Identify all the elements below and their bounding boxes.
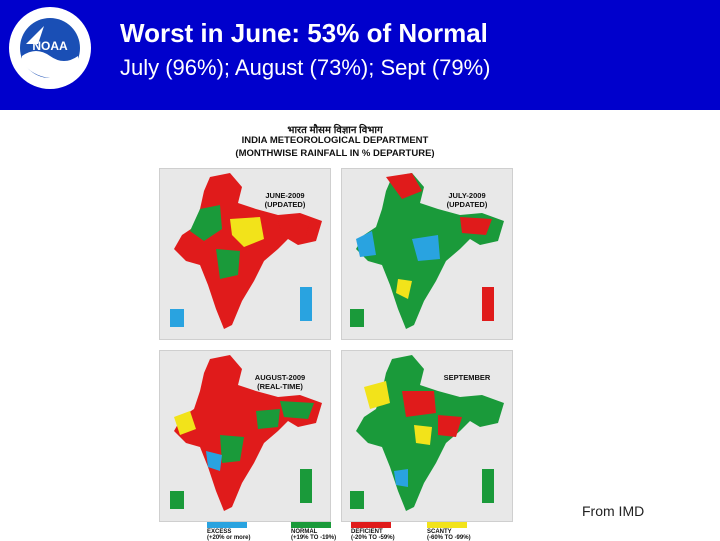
legend-deficient: DEFICIENT (-20% TO -59%) [351,522,395,541]
legend-range-deficient: (-20% TO -59%) [351,535,395,541]
legend-scanty: SCANTY (-60% TO -99%) [427,522,471,541]
figure-caption: (MONTHWISE RAINFALL IN % DEPARTURE) [235,148,435,159]
map-panel-september: SEPTEMBER [341,350,513,522]
noaa-logo: NOAA [9,7,91,89]
legend-range-scanty: (-60% TO -99%) [427,535,471,541]
panel-sub-june: (UPDATED) [264,200,306,209]
legend-normal: NORMAL (+19% TO -19%) [291,522,336,541]
panel-label-august: AUGUST-2009 [254,373,306,382]
panel-sub-august: (REAL-TIME) [257,382,303,391]
logo-text: NOAA [32,39,68,53]
legend-label-scanty: SCANTY [427,529,452,535]
department-title: INDIA METEOROLOGICAL DEPARTMENT (MONTHWI… [155,134,515,160]
panel-label-june: JUNE-2009 [265,191,305,200]
legend-swatch-scanty [427,522,467,528]
slide-subtitle: July (96%); August (73%); Sept (79%) [120,55,491,80]
map-panel-august: AUGUST-2009 (REAL-TIME) [159,350,331,522]
india-map-september [350,355,504,511]
legend-label-normal: NORMAL [291,529,318,535]
title-banner: NOAA Worst in June: 53% of Normal July (… [0,0,720,110]
legend-label-excess: EXCESS [207,529,232,535]
slide-title: Worst in June: 53% of Normal [120,18,488,48]
map-panel-july: JULY-2009 (UPDATED) [341,168,513,340]
legend-swatch-excess [207,522,247,528]
department-name: INDIA METEOROLOGICAL DEPARTMENT [241,135,429,146]
legend-excess: EXCESS (+20% or more) [207,522,251,541]
legend-range-excess: (+20% or more) [207,535,251,541]
legend-range-normal: (+19% TO -19%) [291,535,337,541]
india-map-august [170,355,322,511]
panel-sub-july: (UPDATED) [446,200,488,209]
map-panel-june: JUNE-2009 (UPDATED) [159,168,331,340]
india-map-july [350,173,504,329]
legend-swatch-normal [291,522,331,528]
legend-label-deficient: DEFICIENT [351,529,383,535]
india-map-june [170,173,322,329]
panel-label-july: JULY-2009 [448,191,486,200]
hindi-title: भारत मौसम विज्ञान विभाग [287,125,383,136]
source-credit: From IMD [582,503,645,519]
legend-swatch-deficient [351,522,391,528]
imd-rainfall-figure: भारत मौसम विज्ञान विभाग INDIA METEOROLOG… [155,118,515,541]
panel-label-september: SEPTEMBER [443,373,491,382]
